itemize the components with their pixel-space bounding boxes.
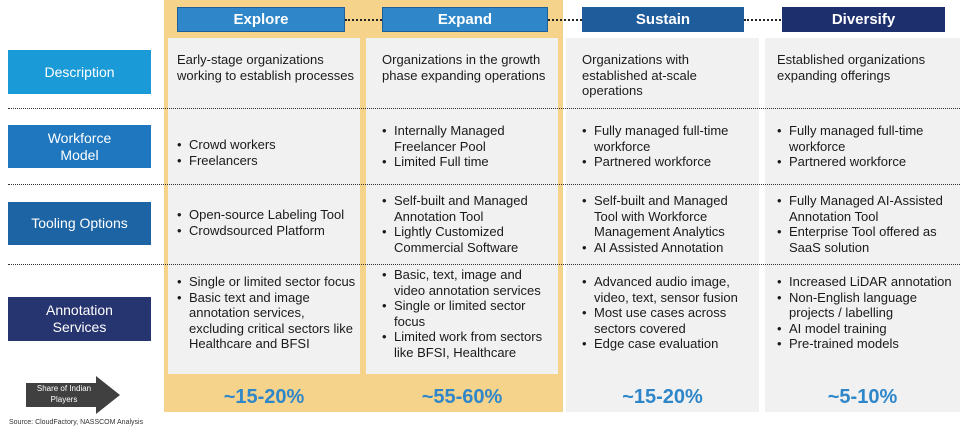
tooling-expand: Self-built and Managed Annotation Tool L… (382, 193, 542, 255)
workforce-sustain: Fully managed full-time workforce Partne… (582, 123, 752, 170)
tooling-diversify: Fully Managed AI-Assisted Annotation Too… (777, 193, 953, 255)
tooling-explore: Open-source Labeling Tool Crowdsourced P… (177, 207, 359, 238)
row-separator (8, 108, 960, 109)
description-expand: Organizations in the growth phase expand… (382, 52, 546, 83)
row-label-description: Description (8, 50, 151, 94)
workforce-expand: Internally Managed Freelancer Pool Limit… (382, 123, 532, 170)
list-item: Crowd workers (177, 137, 357, 153)
list-item: Limited work from sectors like BFSI, Hea… (382, 329, 552, 360)
share-diversify: ~5-10% (827, 386, 898, 408)
list-item: Single or limited sector focus (177, 274, 357, 290)
list-item: Self-built and Managed Annotation Tool (382, 193, 542, 224)
services-explore: Single or limited sector focus Basic tex… (177, 274, 357, 352)
source-note: Source: CloudFactory, NASSCOM Analysis (9, 419, 144, 426)
arrow-icon (26, 376, 120, 414)
list-item: AI model training (777, 321, 959, 337)
stage-header-expand: Expand (382, 7, 548, 32)
list-item: Enterprise Tool offered as SaaS solution (777, 224, 953, 255)
share-expand: ~55-60% (421, 386, 503, 408)
list-item: Fully managed full-time workforce (777, 123, 947, 154)
stage-header-diversify: Diversify (782, 7, 945, 32)
list-item: Open-source Labeling Tool (177, 207, 359, 223)
description-explore: Early-stage organizations working to est… (177, 52, 355, 83)
share-label: Share of Indian Players (36, 384, 92, 404)
list-item: Limited Full time (382, 154, 532, 170)
list-item: Non-English language projects / labellin… (777, 290, 959, 321)
description-diversify: Established organizations expanding offe… (777, 52, 926, 83)
share-arrow: Share of Indian Players (26, 376, 120, 414)
header-connector (345, 19, 385, 21)
header-connector (744, 19, 784, 21)
row-label-tooling-options: Tooling Options (8, 202, 151, 245)
row-label-workforce-model: Workforce Model (8, 125, 151, 168)
share-sustain: ~15-20% (622, 386, 703, 408)
workforce-explore: Crowd workers Freelancers (177, 137, 357, 168)
list-item: Basic text and image annotation services… (177, 290, 357, 352)
list-item: Fully managed full-time workforce (582, 123, 752, 154)
list-item: AI Assisted Annotation (582, 240, 754, 256)
row-separator (8, 184, 960, 185)
tooling-sustain: Self-built and Managed Tool with Workfor… (582, 193, 754, 255)
description-sustain: Organizations with established at-scale … (582, 52, 697, 98)
services-diversify: Increased LiDAR annotation Non-English l… (777, 274, 959, 352)
header-connector (548, 19, 582, 21)
list-item: Basic, text, image and video annotation … (382, 267, 552, 298)
row-label-annotation-services: Annotation Services (8, 297, 151, 341)
list-item: Lightly Customized Commercial Software (382, 224, 542, 255)
list-item: Freelancers (177, 153, 357, 169)
stage-header-sustain: Sustain (582, 7, 744, 32)
row-separator (8, 264, 960, 265)
list-item: Fully Managed AI-Assisted Annotation Too… (777, 193, 953, 224)
stage-header-explore: Explore (177, 7, 345, 32)
workforce-diversify: Fully managed full-time workforce Partne… (777, 123, 947, 170)
list-item: Single or limited sector focus (382, 298, 552, 329)
list-item: Increased LiDAR annotation (777, 274, 959, 290)
services-sustain: Advanced audio image, video, text, senso… (582, 274, 752, 352)
list-item: Partnered workforce (777, 154, 947, 170)
services-expand: Basic, text, image and video annotation … (382, 267, 552, 360)
list-item: Advanced audio image, video, text, senso… (582, 274, 752, 305)
list-item: Crowdsourced Platform (177, 223, 359, 239)
list-item: Edge case evaluation (582, 336, 752, 352)
list-item: Self-built and Managed Tool with Workfor… (582, 193, 754, 240)
share-explore: ~15-20% (223, 386, 305, 408)
list-item: Partnered workforce (582, 154, 752, 170)
list-item: Internally Managed Freelancer Pool (382, 123, 532, 154)
list-item: Pre-trained models (777, 336, 959, 352)
list-item: Most use cases across sectors covered (582, 305, 752, 336)
